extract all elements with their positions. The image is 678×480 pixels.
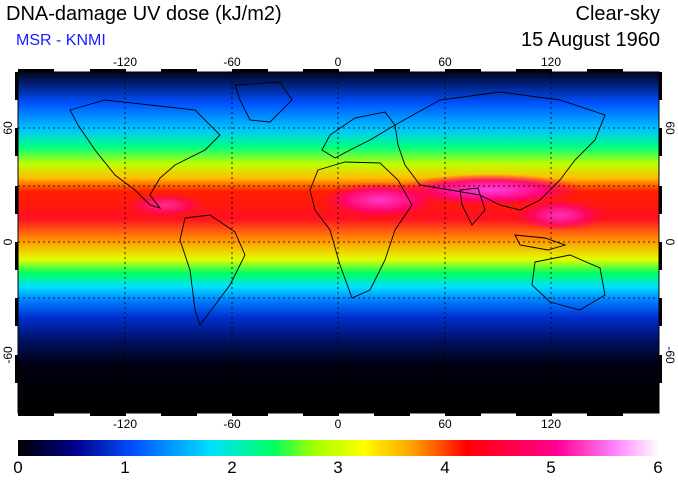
- lat-label-left: -60: [1, 346, 15, 364]
- lat-label-left: 60: [1, 121, 15, 135]
- lat-label-right: 60: [663, 121, 677, 135]
- colorbar-label: 5: [546, 458, 556, 477]
- graticule: [18, 72, 659, 413]
- sky-condition-label: Clear-sky: [575, 3, 660, 25]
- lon-label-top: -60: [223, 55, 241, 69]
- colorbar-label: 3: [333, 458, 343, 477]
- map-title: DNA-damage UV dose (kJ/m2): [6, 3, 282, 25]
- lon-label-bottom: -120: [113, 417, 137, 431]
- america-high-uv: [125, 193, 205, 217]
- colorbar: [18, 440, 659, 456]
- lon-label-top: 60: [438, 55, 452, 69]
- coastlines: [69, 81, 606, 326]
- lat-label-left: 0: [1, 238, 15, 245]
- colorbar-label: 6: [653, 458, 663, 477]
- date-label: 15 August 1960: [520, 29, 660, 51]
- pacific-high-uv: [515, 199, 605, 231]
- lon-label-top: -120: [113, 55, 137, 69]
- lon-label-bottom: 120: [541, 417, 561, 431]
- africa-high-uv: [320, 182, 440, 218]
- colorbar-label: 4: [440, 458, 450, 477]
- lon-label-bottom: 60: [438, 417, 452, 431]
- colorbar-label: 0: [13, 458, 23, 477]
- colorbar-label: 1: [120, 458, 130, 477]
- lon-label-top: 0: [335, 55, 342, 69]
- map-frame: [15, 69, 662, 416]
- uv-field: [18, 72, 659, 413]
- colorbar-label: 2: [227, 458, 237, 477]
- lat-label-right: 0: [663, 239, 677, 246]
- lat-label-right: -60: [663, 346, 677, 364]
- lon-label-bottom: 0: [335, 417, 342, 431]
- source-label: MSR - KNMI: [16, 32, 106, 49]
- lon-label-top: 120: [541, 55, 561, 69]
- lon-label-bottom: -60: [223, 417, 241, 431]
- asia-high-uv: [395, 174, 585, 206]
